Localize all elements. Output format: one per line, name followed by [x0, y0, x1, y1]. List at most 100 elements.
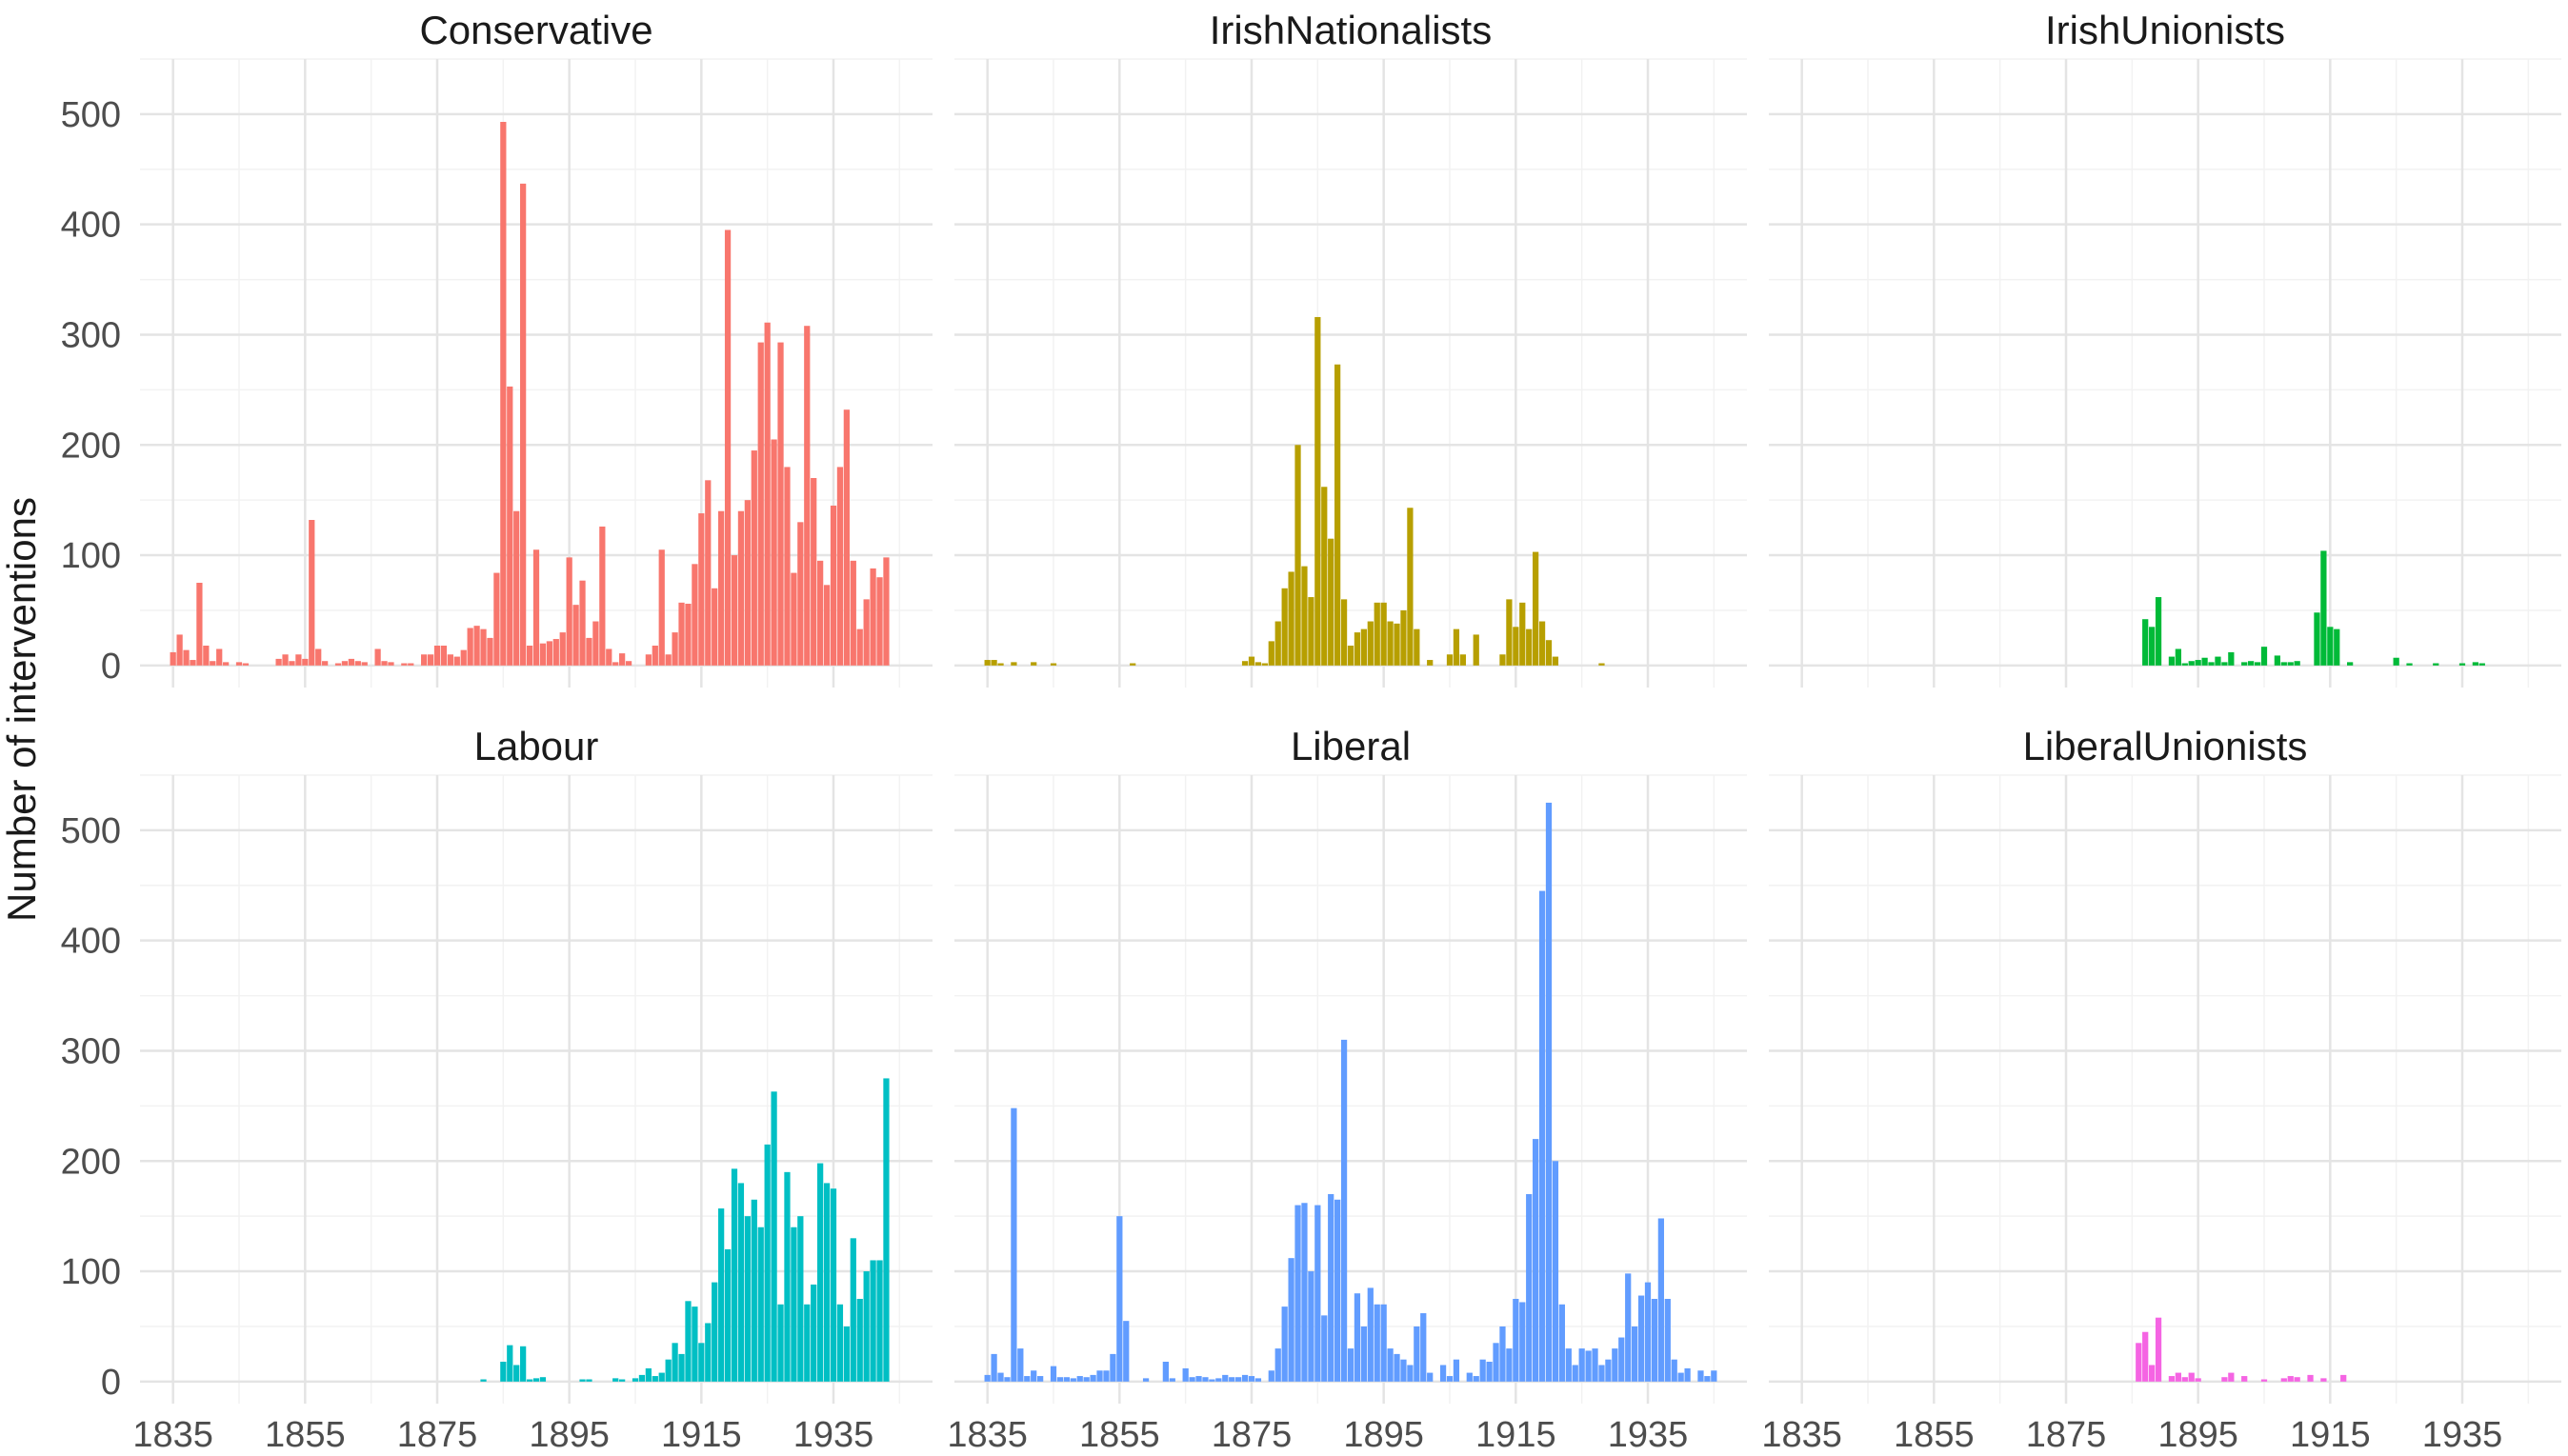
- minor-gridlines: [954, 774, 1747, 1404]
- bar: [1671, 1359, 1677, 1382]
- bar: [546, 641, 552, 666]
- bar: [210, 661, 216, 666]
- x-tick-labels: 1835 1855 1875 1895 1915 1935: [132, 1415, 873, 1455]
- bar: [322, 661, 329, 666]
- bar: [1519, 1302, 1526, 1382]
- bar: [1050, 1366, 1057, 1382]
- bar: [1321, 1315, 1328, 1382]
- bar: [1677, 1372, 1684, 1382]
- y-tick-label: 0: [101, 1363, 121, 1403]
- bar: [876, 577, 883, 666]
- bars: [480, 1078, 890, 1382]
- bar: [500, 122, 507, 666]
- y-tick-label: 100: [61, 536, 121, 576]
- bar: [1268, 1370, 1274, 1382]
- bar: [1050, 663, 1057, 666]
- bar: [863, 1271, 870, 1382]
- bar: [302, 658, 309, 666]
- y-tick-label: 400: [61, 206, 121, 246]
- bar: [507, 386, 513, 666]
- bar: [1116, 1216, 1123, 1382]
- bar: [1288, 1258, 1294, 1382]
- bar: [2393, 657, 2399, 666]
- bar: [572, 605, 579, 666]
- bar: [1308, 597, 1314, 666]
- bar: [1142, 1378, 1150, 1382]
- bar: [513, 1365, 520, 1382]
- bar: [447, 654, 453, 666]
- bar: [1578, 1348, 1585, 1382]
- bar: [242, 663, 250, 666]
- bar: [532, 549, 540, 666]
- bar: [480, 1379, 487, 1382]
- bar: [1011, 1107, 1017, 1382]
- bar: [480, 628, 487, 666]
- bar: [2136, 1343, 2142, 1382]
- bar: [1657, 1218, 1664, 1382]
- bar: [612, 662, 619, 666]
- bar: [1195, 1376, 1202, 1382]
- bar: [652, 1376, 658, 1382]
- x-tick-label: 1835: [947, 1415, 1028, 1455]
- bar: [1711, 1370, 1717, 1382]
- panel-title: Conservative: [419, 8, 652, 52]
- bar: [2260, 1379, 2268, 1382]
- bar: [1414, 1326, 1420, 1382]
- bar: [1076, 1376, 1083, 1382]
- bar: [579, 580, 586, 666]
- bar: [1123, 1321, 1130, 1382]
- bar: [2155, 597, 2162, 666]
- bar: [1235, 1377, 1242, 1382]
- bar: [744, 500, 751, 666]
- bar: [421, 654, 428, 666]
- bar: [764, 322, 771, 666]
- bar: [1096, 1370, 1103, 1382]
- x-tick-label: 1895: [529, 1415, 610, 1455]
- bar: [784, 1171, 791, 1382]
- bar: [1037, 1376, 1044, 1382]
- bar: [493, 572, 500, 666]
- bar: [2280, 1378, 2287, 1382]
- bar: [526, 646, 533, 666]
- bar: [751, 450, 757, 666]
- bar: [1182, 1367, 1189, 1382]
- bar: [991, 660, 997, 666]
- y-axis-title: Number of interventions: [0, 497, 44, 922]
- bar: [2168, 1376, 2176, 1382]
- x-tick-label: 1875: [2026, 1415, 2107, 1455]
- bar: [1637, 1295, 1645, 1382]
- x-tick-labels: 1835 1855 1875 1895 1915 1935: [947, 1415, 1688, 1455]
- bar: [2314, 612, 2320, 666]
- bar: [1294, 445, 1301, 666]
- bar: [672, 632, 678, 666]
- x-tick-label: 1915: [1475, 1415, 1556, 1455]
- bar: [645, 1367, 652, 1382]
- bar: [1374, 1304, 1380, 1382]
- bar: [1241, 661, 1249, 666]
- bar: [2478, 663, 2485, 666]
- bar: [817, 1163, 824, 1382]
- bar: [1400, 609, 1407, 666]
- bar: [295, 654, 302, 666]
- bar: [718, 1208, 725, 1382]
- bar: [334, 663, 342, 666]
- bar: [856, 1299, 863, 1382]
- bar: [1024, 1376, 1031, 1382]
- major-gridlines: [140, 59, 933, 688]
- bar: [2340, 1374, 2347, 1382]
- bar: [2175, 1372, 2181, 1382]
- x-tick-label: 1855: [1894, 1415, 1975, 1455]
- bar: [797, 522, 804, 666]
- bar: [1453, 628, 1460, 666]
- major-gridlines: [954, 59, 1747, 688]
- bar: [2287, 1376, 2294, 1382]
- bar: [513, 510, 520, 666]
- bar: [2294, 1377, 2300, 1382]
- bar: [1090, 1374, 1096, 1382]
- bar: [2188, 1372, 2195, 1382]
- bar: [1493, 1343, 1499, 1382]
- bar: [1340, 1039, 1348, 1382]
- bar: [586, 1379, 592, 1382]
- bar: [984, 660, 991, 666]
- bar: [487, 637, 493, 666]
